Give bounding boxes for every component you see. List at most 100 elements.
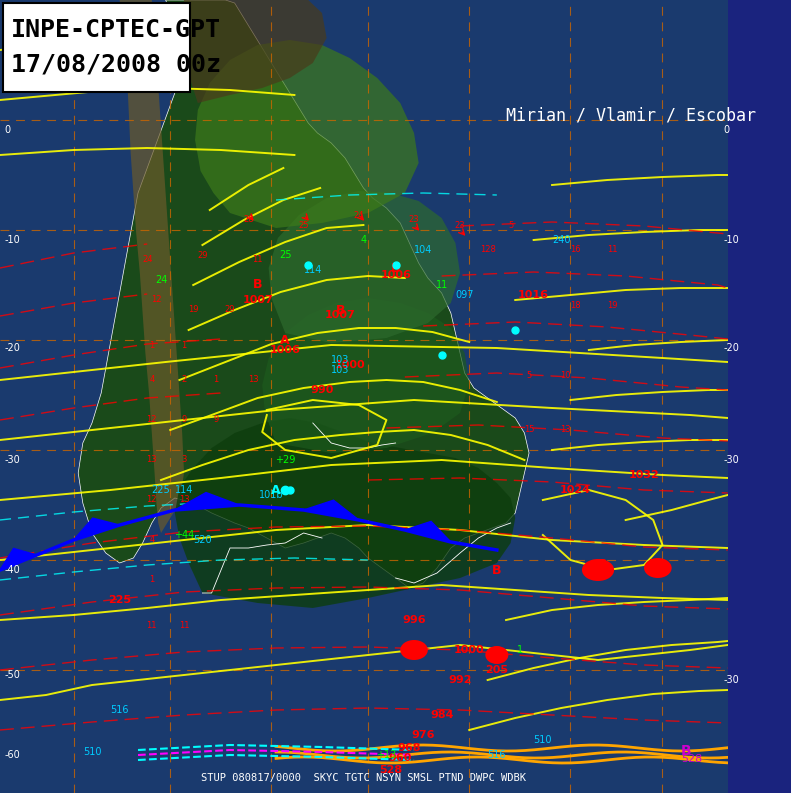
Text: B: B — [391, 262, 400, 274]
Text: 28: 28 — [243, 216, 254, 224]
Text: 12: 12 — [146, 416, 157, 424]
FancyBboxPatch shape — [2, 3, 191, 92]
Text: 101b: 101b — [259, 490, 284, 500]
Text: 968: 968 — [398, 743, 421, 753]
Text: -50: -50 — [5, 670, 21, 680]
Text: 1000: 1000 — [454, 645, 485, 655]
Text: 1007: 1007 — [325, 310, 356, 320]
Text: 11: 11 — [146, 620, 157, 630]
Text: 5: 5 — [527, 370, 532, 380]
Text: 23: 23 — [409, 216, 419, 224]
Text: 996: 996 — [402, 615, 426, 625]
Text: INPE-CPTEC-GPT: INPE-CPTEC-GPT — [11, 18, 221, 42]
Text: 510: 510 — [534, 735, 552, 745]
Text: B: B — [681, 744, 691, 758]
Polygon shape — [119, 0, 184, 533]
Text: 23: 23 — [455, 220, 465, 229]
Text: 114: 114 — [175, 485, 193, 495]
Text: -30: -30 — [723, 675, 739, 685]
Text: 24: 24 — [155, 275, 167, 285]
Text: B: B — [492, 564, 501, 577]
Text: 1024: 1024 — [559, 485, 591, 495]
Text: 240: 240 — [552, 235, 570, 245]
Text: 103: 103 — [331, 355, 350, 365]
Text: 1007: 1007 — [242, 295, 273, 305]
Text: 1: 1 — [149, 340, 154, 350]
Text: 1: 1 — [214, 376, 219, 385]
Polygon shape — [0, 549, 37, 570]
Text: 17/08/2008 00z: 17/08/2008 00z — [11, 53, 221, 77]
Text: 25: 25 — [298, 220, 308, 229]
Text: 104: 104 — [414, 245, 433, 255]
Polygon shape — [263, 298, 469, 453]
Text: 9: 9 — [181, 416, 187, 424]
Text: 097: 097 — [456, 290, 474, 300]
Text: 11: 11 — [607, 246, 617, 255]
Text: -30: -30 — [5, 455, 21, 465]
Text: +44: +44 — [174, 530, 194, 540]
Text: STUP 080817/0000  SKYC TGTC NSYN SMSL PTND DWPC WDBK: STUP 080817/0000 SKYC TGTC NSYN SMSL PTN… — [201, 773, 526, 783]
Polygon shape — [269, 191, 460, 343]
Text: 1: 1 — [181, 340, 187, 350]
Polygon shape — [175, 492, 239, 510]
Text: 11: 11 — [436, 280, 448, 290]
Text: 516: 516 — [111, 705, 129, 715]
Text: 225: 225 — [108, 595, 131, 605]
Text: 4: 4 — [149, 535, 154, 545]
Text: 1000: 1000 — [335, 360, 365, 370]
Text: B: B — [649, 558, 658, 572]
Ellipse shape — [582, 559, 614, 581]
Text: 528: 528 — [681, 754, 702, 764]
Ellipse shape — [486, 646, 509, 664]
Text: 18: 18 — [570, 301, 581, 309]
Text: 12: 12 — [146, 496, 157, 504]
Text: 19: 19 — [188, 305, 199, 315]
Text: 13: 13 — [146, 455, 157, 465]
Text: 992: 992 — [448, 675, 471, 685]
Text: 15: 15 — [524, 426, 534, 435]
Text: 13: 13 — [248, 376, 259, 385]
Text: 0: 0 — [723, 125, 729, 135]
Text: 29: 29 — [197, 251, 208, 259]
Ellipse shape — [644, 558, 672, 578]
Text: 128: 128 — [479, 246, 496, 255]
Text: 976: 976 — [411, 730, 435, 740]
Text: 960: 960 — [388, 753, 412, 763]
Text: A: A — [280, 334, 290, 347]
Polygon shape — [405, 522, 451, 542]
Text: 19: 19 — [607, 301, 617, 309]
Ellipse shape — [400, 640, 428, 660]
Text: 1006: 1006 — [380, 270, 411, 280]
Text: -40: -40 — [5, 565, 21, 575]
Text: 4: 4 — [361, 235, 366, 245]
Polygon shape — [195, 40, 418, 228]
Text: 12: 12 — [151, 296, 161, 305]
Text: 520: 520 — [193, 535, 212, 545]
Text: 984: 984 — [430, 710, 453, 720]
Text: +13: +13 — [377, 750, 396, 760]
Text: B: B — [253, 278, 263, 292]
Text: 16: 16 — [570, 246, 581, 255]
Text: 205: 205 — [486, 665, 509, 675]
Text: 13: 13 — [561, 426, 571, 435]
Polygon shape — [304, 500, 359, 520]
Polygon shape — [180, 0, 327, 103]
Polygon shape — [74, 518, 119, 540]
Text: 9: 9 — [214, 416, 219, 424]
Text: 13: 13 — [179, 496, 189, 504]
Text: 11: 11 — [179, 620, 189, 630]
Text: 25: 25 — [279, 250, 291, 260]
Text: 3: 3 — [181, 455, 187, 465]
Text: 990: 990 — [310, 385, 334, 395]
Text: -20: -20 — [723, 343, 739, 353]
Text: 1: 1 — [149, 576, 154, 584]
Text: -10: -10 — [723, 235, 739, 245]
Text: 1006: 1006 — [270, 345, 301, 355]
Text: 5: 5 — [508, 220, 513, 229]
Text: 1016: 1016 — [518, 290, 549, 300]
Text: A: A — [271, 484, 281, 496]
Text: 11: 11 — [252, 255, 263, 265]
Text: 10: 10 — [561, 370, 571, 380]
Text: 4: 4 — [149, 376, 154, 385]
Text: 29: 29 — [225, 305, 235, 315]
